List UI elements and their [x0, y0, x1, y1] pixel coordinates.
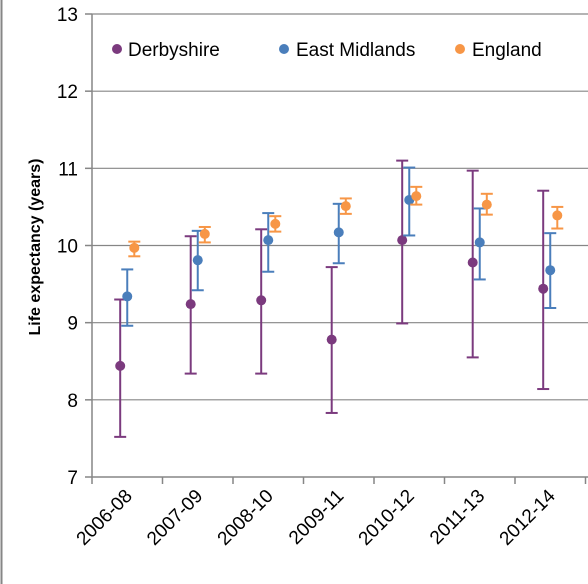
- data-point: [411, 191, 422, 202]
- data-point: [115, 360, 126, 371]
- legend-marker: [455, 44, 465, 54]
- series-east-midlands: [121, 166, 557, 327]
- x-tick-labels: 2006-08 2007-09 2008-10 2009-11 2010-12 2011-…: [73, 477, 587, 550]
- data-point: [333, 227, 344, 238]
- y-tick-label: 11: [58, 159, 78, 180]
- legend-label: Derbyshire: [128, 40, 220, 61]
- data-point: [552, 210, 563, 221]
- x-tick-label: 2009-11: [285, 486, 348, 549]
- gridlines: [92, 13, 588, 401]
- data-point: [340, 201, 351, 212]
- y-tick-label: 10: [57, 237, 78, 258]
- data-point: [185, 299, 196, 310]
- legend-item: East Midlands: [279, 40, 415, 61]
- data-point: [481, 199, 492, 210]
- y-tick-label: 13: [57, 5, 78, 26]
- data-point: [256, 295, 267, 306]
- legend: Derbyshire East Midlands England: [112, 40, 542, 61]
- data-point: [192, 255, 203, 266]
- data-point: [326, 334, 337, 345]
- data-point: [474, 237, 485, 248]
- x-tick-label: 2006-08: [73, 486, 137, 550]
- series-derbyshire: [114, 159, 550, 438]
- legend-label: England: [472, 40, 542, 61]
- data-point: [129, 242, 140, 253]
- x-tick-label: 2008-10: [214, 486, 278, 550]
- data-series: [114, 159, 564, 438]
- data-point: [122, 291, 133, 302]
- legend-item: England: [455, 40, 542, 61]
- legend-marker: [112, 44, 122, 54]
- data-point: [545, 265, 556, 276]
- series-england: [128, 185, 564, 258]
- x-tick-label: 2012-14: [496, 485, 560, 549]
- data-point: [467, 257, 478, 268]
- data-point: [397, 235, 408, 246]
- x-tick-label: 2007-09: [143, 486, 207, 550]
- y-tick-labels: 7 8 9 10 11 12 13: [57, 5, 92, 489]
- y-tick-label: 12: [57, 82, 78, 103]
- x-tick-label: 2011-13: [426, 486, 489, 549]
- data-point: [270, 218, 281, 229]
- y-tick-label: 9: [67, 314, 78, 335]
- legend-label: East Midlands: [296, 40, 415, 61]
- data-point: [263, 235, 274, 246]
- data-point: [538, 283, 549, 294]
- x-tick-label: 2010-12: [355, 486, 419, 550]
- data-point: [199, 228, 210, 239]
- y-tick-label: 7: [67, 468, 78, 489]
- y-tick-label: 8: [67, 391, 78, 412]
- legend-item: Derbyshire: [112, 40, 220, 61]
- legend-marker: [279, 44, 289, 54]
- y-axis-label: Life expectancy (years): [27, 159, 44, 336]
